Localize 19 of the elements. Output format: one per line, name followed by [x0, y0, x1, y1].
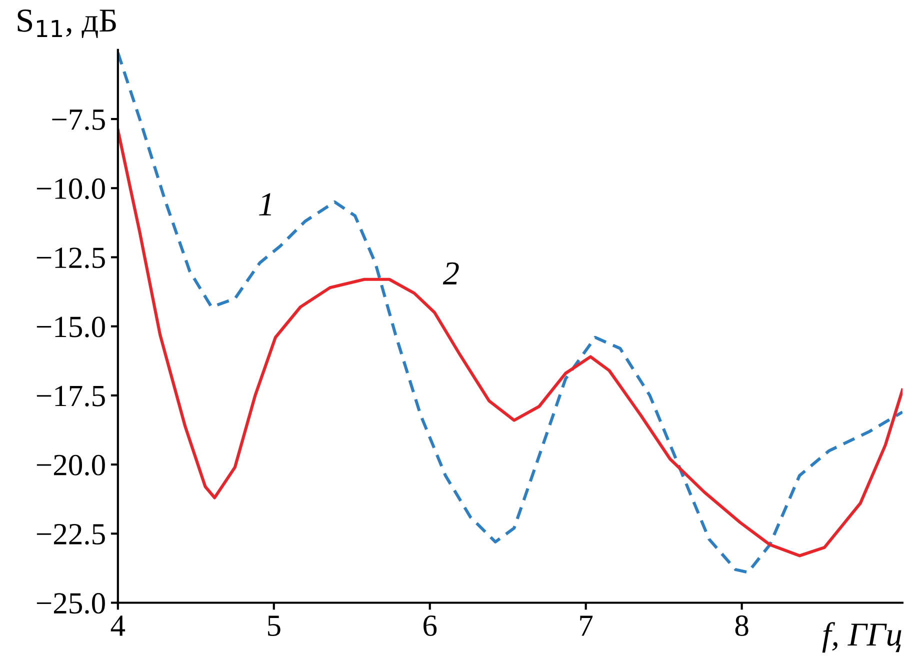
- y-tick-label: −15.0: [36, 316, 105, 338]
- y-tick-label: −25.0: [36, 593, 105, 614]
- x-tick-label: 8: [735, 615, 748, 636]
- x-tick-label: 6: [424, 616, 437, 636]
- y-tick-label: −7.5: [52, 110, 105, 130]
- x-axis-title: f, ГГц: [822, 622, 902, 653]
- line-series: [118, 51, 902, 574]
- y-tick-label: −17.5: [36, 386, 105, 406]
- x-tick-label: 5: [268, 616, 280, 636]
- y-tick-label: −12.5: [36, 248, 105, 268]
- y-tick-label: −22.5: [36, 524, 105, 545]
- line-series: [118, 128, 902, 558]
- x-tick-label: 4: [110, 616, 126, 636]
- series-label: 2: [442, 262, 459, 284]
- x-tick-label: 7: [580, 616, 593, 636]
- y-axis-title: S$_{11}$, дБ: [18, 9, 116, 38]
- y-tick-label: −10.0: [36, 178, 105, 200]
- series-label: 1: [259, 193, 271, 216]
- y-tick-label: −20.0: [36, 454, 105, 476]
